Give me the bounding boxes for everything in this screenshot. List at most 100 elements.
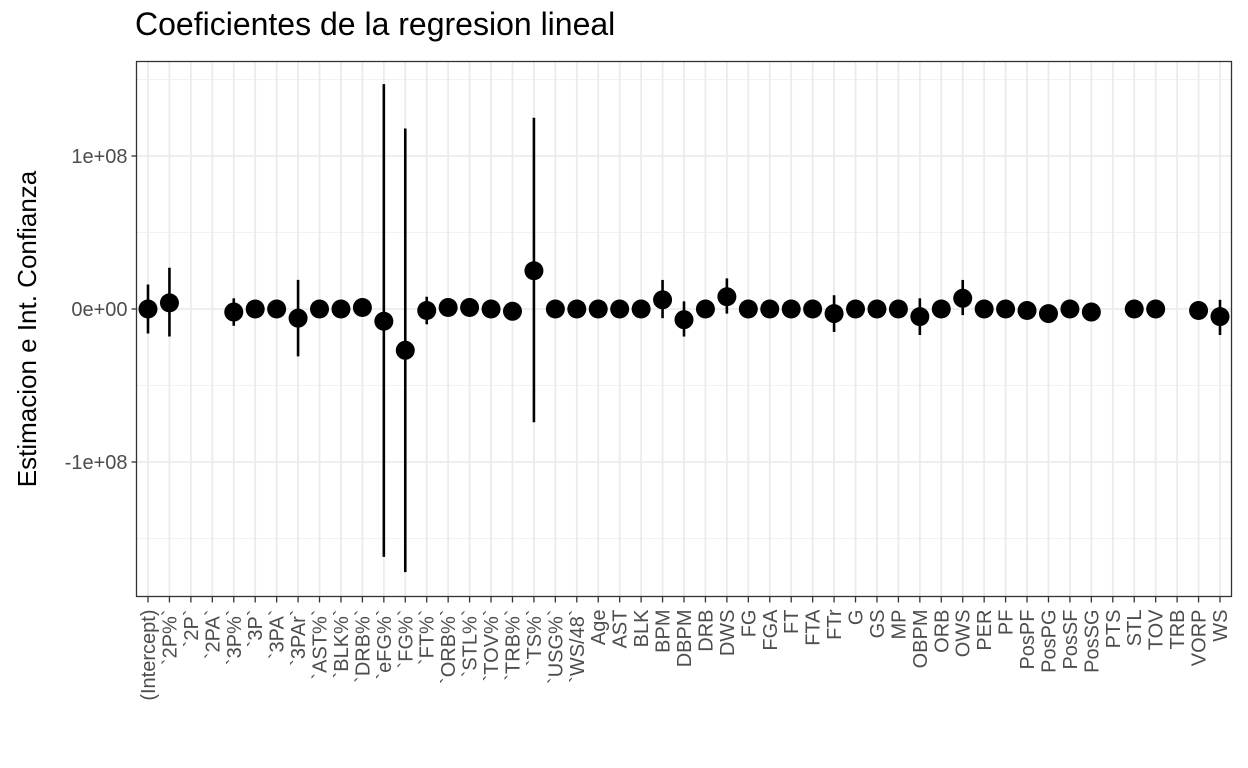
y-tick-label: -1e+08 — [65, 452, 128, 474]
x-tick-label: DBPM — [674, 610, 696, 668]
x-tick-label: FTA — [803, 609, 825, 646]
x-tick-label: OBPM — [910, 610, 932, 669]
estimate-point — [1124, 299, 1144, 319]
estimate-point — [352, 297, 372, 317]
x-tick-label: TRB — [1167, 610, 1189, 650]
x-tick-label: OWS — [953, 610, 975, 658]
estimate-point — [417, 301, 437, 321]
points-layer — [138, 261, 1230, 360]
x-tick-label: PTS — [1103, 610, 1125, 649]
estimate-point — [1017, 301, 1037, 321]
x-tick-label: DRB — [695, 610, 717, 652]
x-tick-label: FT — [781, 610, 803, 634]
estimate-point — [760, 299, 780, 319]
estimate-point — [824, 304, 844, 324]
estimate-point — [953, 288, 973, 308]
x-tick-label: Age — [588, 610, 610, 646]
estimate-point — [481, 299, 501, 319]
estimate-point — [588, 299, 608, 319]
estimate-point — [653, 290, 673, 310]
x-tick-label: G — [846, 610, 868, 626]
estimate-point — [310, 299, 330, 319]
estimate-point — [438, 297, 458, 317]
x-tick-label: `3PA` — [267, 610, 289, 660]
y-tick-label: 1e+08 — [71, 146, 127, 168]
x-tick-label: `FT%` — [417, 610, 439, 666]
estimate-point — [395, 340, 415, 360]
estimate-point — [1038, 304, 1058, 324]
estimate-point — [138, 299, 158, 319]
estimate-point — [695, 299, 715, 319]
estimate-point — [631, 299, 651, 319]
x-tick-label: `WS/48` — [567, 610, 589, 683]
estimate-point — [803, 299, 823, 319]
estimate-point — [781, 299, 801, 319]
x-tick-label: AST — [610, 610, 632, 649]
estimate-point — [1146, 299, 1166, 319]
x-tick-label: PosPF — [1017, 610, 1039, 670]
axis-layer: 1e+08 0e+00 -1e+08 (Intercept) `2P%` `2P` `2PA… — [65, 146, 1232, 701]
x-tick-label: `BLK%` — [331, 610, 353, 679]
x-tick-label: STL — [1124, 610, 1146, 647]
estimate-point — [867, 299, 887, 319]
x-tick-label: FG — [738, 610, 760, 638]
x-tick-label: PF — [996, 610, 1018, 636]
x-tick-label: `ORB%` — [438, 610, 460, 684]
x-tick-label: FGA — [760, 609, 782, 651]
estimate-point — [224, 302, 244, 322]
x-tick-label: ORB — [931, 610, 953, 653]
estimate-point — [502, 301, 522, 321]
chart-title: Coeficientes de la regresion lineal — [135, 6, 616, 42]
x-tick-label: PosPG — [1038, 610, 1060, 673]
estimate-point — [545, 299, 565, 319]
estimate-point — [846, 299, 866, 319]
estimate-point — [567, 299, 587, 319]
x-tick-label: `DRB%` — [352, 610, 374, 683]
estimate-point — [974, 299, 994, 319]
estimate-point — [717, 287, 737, 307]
x-tick-label: `USG%` — [545, 610, 567, 684]
estimate-point — [1189, 301, 1209, 321]
x-tick-label: WS — [1210, 610, 1232, 642]
x-tick-label: BLK — [631, 609, 653, 647]
x-tick-label: `STL%` — [460, 610, 482, 678]
x-tick-label: `TRB%` — [502, 610, 524, 681]
x-tick-label: `eFG%` — [374, 610, 396, 680]
x-tick-label: `3P%` — [224, 610, 246, 666]
estimate-point — [1210, 307, 1230, 327]
x-tick-label: (Intercept) — [138, 610, 160, 701]
y-tick-label: 0e+00 — [71, 299, 127, 321]
x-tick-label: `2PA` — [202, 610, 224, 660]
x-tick-label: BPM — [653, 610, 675, 653]
x-tick-label: VORP — [1189, 610, 1211, 667]
estimate-point — [245, 299, 265, 319]
x-tick-label: `3PAr` — [288, 610, 310, 666]
estimate-point — [267, 299, 287, 319]
x-tick-label: `2P` — [181, 610, 203, 648]
x-tick-label: MP — [888, 610, 910, 640]
x-tick-label: `3P` — [245, 610, 267, 648]
estimate-point — [931, 299, 951, 319]
estimate-point — [910, 307, 930, 327]
estimate-point — [610, 299, 630, 319]
estimate-point — [996, 299, 1016, 319]
estimate-point — [288, 308, 308, 328]
x-tick-label: PosSG — [1081, 610, 1103, 673]
estimate-point — [674, 310, 694, 330]
x-tick-label: DWS — [717, 610, 739, 657]
x-tick-label: FTr — [824, 609, 846, 640]
estimate-point — [331, 299, 351, 319]
x-tick-label: `2P%` — [159, 610, 181, 666]
estimate-point — [460, 297, 480, 317]
x-tick-label: PER — [974, 610, 996, 651]
estimate-point — [1081, 302, 1101, 322]
x-tick-label: `AST%` — [310, 610, 332, 680]
x-tick-label: GS — [867, 610, 889, 639]
x-tick-label: `TOV%` — [481, 610, 503, 682]
x-tick-label: `FG%` — [395, 610, 417, 669]
estimate-point — [159, 293, 179, 313]
x-tick-label: TOV — [1146, 609, 1168, 650]
y-axis-title: Estimacion e Int. Confianza — [12, 170, 42, 487]
x-tick-label: PosSF — [1060, 610, 1082, 670]
